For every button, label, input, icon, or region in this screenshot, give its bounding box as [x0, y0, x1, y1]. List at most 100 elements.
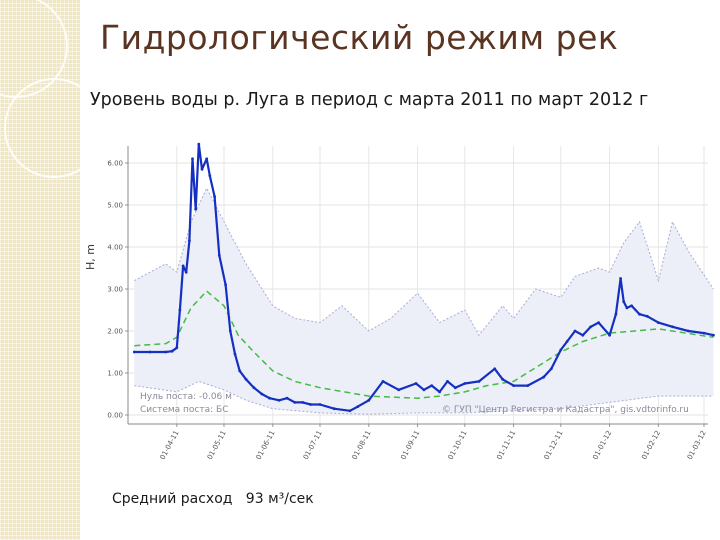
observed-level-point — [348, 409, 352, 413]
observed-level-point — [170, 349, 174, 353]
observed-level-point — [309, 403, 312, 406]
observed-level-point — [148, 350, 152, 354]
observed-level-point — [238, 369, 242, 373]
observed-level-point — [188, 239, 191, 243]
observed-level-point — [657, 321, 660, 324]
mean-level-line — [134, 290, 714, 399]
observed-level-point — [622, 300, 626, 303]
observed-level-point — [453, 386, 457, 390]
observed-level-point — [463, 382, 467, 385]
x-tick-label: 01-09-11 — [399, 429, 421, 461]
observed-level-point — [702, 331, 706, 335]
observed-level-point — [671, 325, 674, 329]
observed-level-point — [181, 264, 185, 268]
observed-level-point — [224, 283, 228, 287]
observed-level-point — [184, 270, 188, 274]
observed-level-point — [597, 321, 600, 324]
level-range-band — [134, 187, 714, 415]
observed-level-point — [191, 157, 194, 161]
x-tick-label: 01-02-12 — [640, 429, 662, 461]
x-tick-label: 01-07-11 — [302, 429, 324, 461]
observed-level-point — [293, 401, 297, 404]
y-tick-label: 5.00 — [107, 202, 123, 210]
mean-discharge-note: Средний расход 93 м³/сек — [112, 491, 314, 507]
observed-level-point — [178, 308, 182, 312]
annotation-source: © ГУП "Центр Регистра и Кадастра", gis.v… — [442, 405, 689, 415]
observed-level-point — [619, 277, 622, 280]
observed-level-point — [268, 396, 271, 400]
observed-level-point — [430, 384, 434, 387]
y-tick-label: 4.00 — [107, 244, 123, 252]
observed-level-point — [565, 340, 569, 343]
observed-level-point — [285, 396, 289, 400]
x-tick-label: 01-08-11 — [351, 429, 373, 461]
observed-level-point — [581, 333, 585, 337]
observed-level-point — [277, 398, 281, 402]
observed-level-point — [549, 367, 553, 371]
observed-level-point — [367, 398, 371, 402]
observed-level-point — [228, 329, 232, 333]
y-tick-label: 2.00 — [107, 328, 123, 336]
observed-level-point — [512, 384, 515, 387]
observed-level-point — [630, 304, 633, 308]
x-tick-label: 01-05-11 — [206, 429, 228, 461]
x-tick-label: 01-03-12 — [686, 429, 708, 461]
observed-level-point — [332, 407, 336, 411]
observed-level-point — [194, 207, 198, 211]
series-lines — [132, 142, 715, 413]
observed-level-point — [301, 401, 305, 404]
y-tick-label: 3.00 — [107, 286, 123, 294]
observed-level-point — [608, 333, 611, 337]
observed-level-point — [686, 329, 690, 333]
slide-title: Гидрологический режим рек — [100, 18, 619, 57]
observed-level-point — [164, 350, 168, 354]
watermark-annotations: Нуль поста: -0.06 м Система поста: БС © ГУ… — [140, 392, 689, 415]
observed-level-point — [493, 367, 497, 371]
observed-level-point — [200, 167, 204, 171]
y-tick-label: 1.00 — [107, 370, 123, 378]
observed-level-point — [501, 377, 504, 381]
min-level-line — [134, 380, 714, 415]
observed-level-point — [205, 157, 209, 161]
observed-level-point — [132, 350, 136, 354]
observed-level-point — [712, 333, 715, 337]
observed-level-point — [559, 348, 563, 352]
x-tick-label: 01-10-11 — [447, 429, 469, 461]
observed-level-point — [526, 384, 530, 387]
observed-level-point — [208, 174, 212, 178]
observed-level-point — [614, 312, 618, 316]
observed-level-point — [213, 195, 217, 199]
observed-level-point — [638, 312, 641, 316]
observed-level-point — [477, 380, 481, 383]
y-tick-label: 0.00 — [107, 412, 123, 420]
observed-level-point — [244, 377, 248, 381]
observed-level-point — [573, 329, 577, 333]
observed-level-point — [252, 386, 256, 390]
observed-level-point — [625, 306, 629, 310]
observed-level-point — [589, 325, 593, 329]
x-tick-label: 01-04-11 — [159, 429, 181, 461]
observed-level-line — [134, 143, 714, 412]
observed-level-point — [260, 392, 264, 396]
observed-level-point — [356, 405, 360, 408]
observed-level-point — [175, 346, 179, 350]
observed-level-point — [233, 352, 237, 356]
observed-level-point — [217, 254, 221, 257]
observed-level-point — [542, 375, 545, 379]
observed-level-point — [438, 390, 441, 394]
observed-level-point — [381, 380, 385, 383]
range-band-fill — [134, 188, 714, 415]
observed-level-point — [197, 142, 201, 146]
observed-level-point — [446, 380, 449, 383]
x-tick-label: 01-01-12 — [591, 429, 613, 461]
annotation-gauge-system: Система поста: БС — [140, 405, 228, 415]
x-tick-label: 01-11-11 — [495, 429, 517, 461]
observed-level-point — [645, 314, 649, 318]
observed-level-point — [397, 388, 401, 392]
x-tick-label: 01-12-11 — [543, 429, 565, 461]
y-tick-label: 6.00 — [107, 160, 123, 168]
decorative-circle-bottom — [4, 78, 104, 178]
observed-level-point — [414, 382, 418, 385]
annotation-gauge-zero: Нуль поста: -0.06 м — [140, 392, 232, 402]
